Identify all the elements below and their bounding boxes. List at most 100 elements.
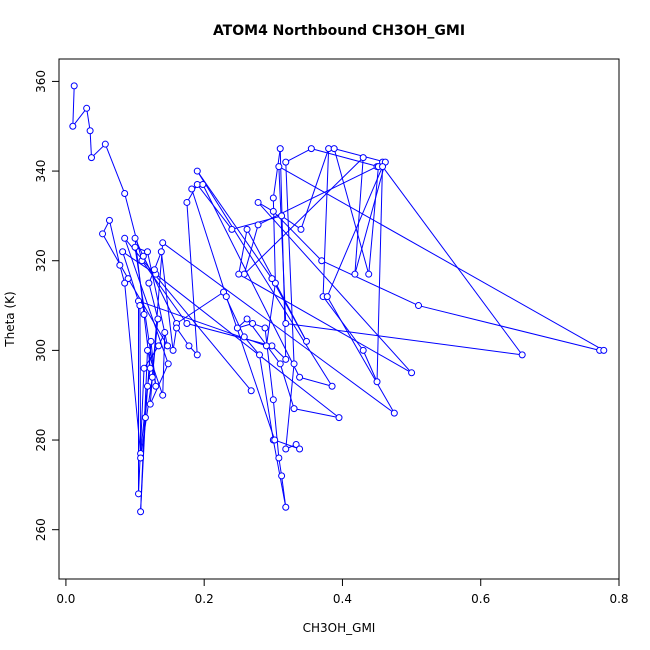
data-point	[159, 239, 167, 247]
data-point	[290, 360, 298, 368]
data-point	[137, 508, 145, 516]
series-line-segment	[72, 85, 75, 127]
series-line-segment	[264, 327, 274, 400]
data-point	[408, 369, 416, 377]
series-line-segment	[176, 327, 190, 347]
data-point	[222, 293, 230, 301]
data-point	[146, 400, 154, 408]
series-line-segment	[176, 291, 224, 324]
series-line-segment	[108, 220, 121, 266]
data-point	[121, 234, 129, 242]
series-line-segment	[124, 193, 143, 261]
data-point	[290, 405, 298, 413]
data-point	[86, 127, 94, 135]
chart-title: ATOM4 Northbound CH3OH_GMI	[213, 23, 465, 39]
data-point	[143, 248, 151, 256]
series-line-segment	[160, 251, 174, 351]
series-line-segment	[272, 399, 280, 459]
series-line-segment	[191, 188, 227, 297]
series-line-segment	[281, 215, 302, 230]
series-line-segment	[134, 238, 145, 315]
data-point	[328, 382, 336, 390]
series-line-segment	[285, 148, 312, 163]
y-axis-label: Theta (K)	[3, 291, 17, 347]
series-line-segment	[321, 260, 419, 307]
data-point	[152, 382, 160, 390]
data-point	[228, 225, 236, 233]
data-point	[240, 333, 248, 341]
data-point	[282, 503, 290, 511]
data-point	[282, 445, 290, 453]
data-point	[157, 248, 165, 256]
series-line-segment	[139, 305, 142, 458]
series-line-segment	[238, 273, 412, 374]
series-line-segment	[326, 296, 395, 414]
series-line-segment	[186, 202, 198, 355]
series-line-segment	[259, 354, 274, 441]
data-point	[249, 319, 257, 327]
series-line-segment	[376, 162, 384, 382]
data-point	[70, 82, 78, 90]
series-line-segment	[141, 260, 188, 324]
x-axis: 0.0 0.2 0.4 0.6 0.8	[56, 578, 629, 606]
data-point	[131, 243, 139, 251]
data-point	[269, 194, 277, 202]
data-point	[269, 207, 277, 215]
series-line-segment	[285, 322, 523, 356]
series-line-segment	[122, 251, 157, 275]
series-layer	[69, 82, 608, 516]
x-axis-label: CH3OH_GMI	[303, 621, 376, 635]
data-point	[268, 275, 276, 283]
series-line-segment	[326, 166, 384, 297]
data-point	[147, 337, 155, 345]
series-line-segment	[278, 166, 287, 324]
data-point	[282, 319, 290, 327]
series-line-segment	[243, 336, 260, 356]
data-point	[271, 436, 279, 444]
series-line-segment	[225, 296, 276, 441]
data-point	[276, 145, 284, 153]
series-line-segment	[172, 327, 178, 351]
data-point	[296, 445, 304, 453]
data-point	[233, 324, 241, 332]
series-line-segment	[362, 350, 378, 382]
data-point	[254, 221, 262, 229]
series-line-segment	[272, 148, 281, 199]
data-point	[415, 302, 423, 310]
data-point	[193, 351, 201, 359]
series-line-segment	[382, 166, 523, 356]
y-tick-label: 300	[34, 339, 48, 362]
data-point	[359, 346, 367, 354]
data-point	[282, 158, 290, 166]
data-point	[135, 490, 143, 498]
data-point	[351, 270, 359, 278]
series-line-segment	[334, 148, 386, 163]
data-point	[173, 324, 181, 332]
series-line-segment	[102, 233, 129, 279]
data-point	[292, 441, 300, 449]
data-point	[87, 154, 95, 162]
data-point	[365, 270, 373, 278]
y-tick-label: 320	[34, 249, 48, 272]
series-line-segment	[299, 376, 333, 387]
data-point	[141, 414, 149, 422]
data-point	[185, 342, 193, 350]
data-point	[105, 216, 113, 224]
data-point	[121, 189, 129, 197]
data-point	[262, 342, 270, 350]
series-line-segment	[124, 237, 252, 392]
data-point	[136, 302, 144, 310]
data-point	[243, 315, 251, 323]
data-point	[235, 270, 243, 278]
series-line-segment	[143, 314, 151, 369]
data-point	[296, 373, 304, 381]
data-point	[137, 454, 145, 462]
series-line-segment	[285, 363, 295, 450]
data-point	[243, 225, 251, 233]
data-point	[140, 364, 148, 372]
data-point	[101, 140, 109, 148]
data-point	[121, 279, 129, 287]
data-point	[183, 319, 191, 327]
x-tick-label: 0.6	[471, 592, 490, 606]
data-point	[390, 409, 398, 417]
